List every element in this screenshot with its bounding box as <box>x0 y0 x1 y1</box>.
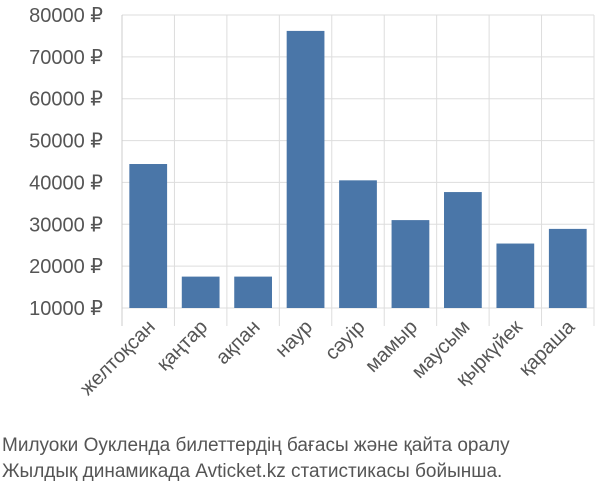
bar-ақпан <box>234 276 272 308</box>
x-tick-label: қараша <box>515 315 580 380</box>
y-tick-label: 80000 ₽ <box>29 5 103 27</box>
y-tick-label: 70000 ₽ <box>29 47 103 69</box>
chart-caption-line-2: Жылдық динамикада Avticket.kz статистика… <box>2 461 503 482</box>
x-tick-label: ақпан <box>212 316 265 369</box>
bar-мамыр <box>391 220 430 308</box>
bar-желтоқсан <box>129 164 168 308</box>
bars <box>129 30 587 309</box>
chart-caption-line-1: Милуоки Оукленда билеттердің бағасы және… <box>2 435 510 456</box>
bar-наур <box>286 30 325 309</box>
y-tick-label: 40000 ₽ <box>29 172 103 194</box>
bar-сәуір <box>339 180 377 308</box>
y-tick-label: 30000 ₽ <box>29 214 103 236</box>
y-tick-label: 60000 ₽ <box>29 89 103 111</box>
bar-қаңтар <box>181 276 220 308</box>
x-tick-label: қаңтар <box>153 316 212 375</box>
y-tick-label: 50000 ₽ <box>29 131 103 153</box>
x-tick-label: сәуір <box>321 316 370 365</box>
grid-lines <box>121 14 595 326</box>
y-tick-label: 20000 ₽ <box>29 256 103 278</box>
bar-қараша <box>548 228 587 308</box>
x-tick-label: желтоқсан <box>76 316 160 400</box>
bar-маусым <box>444 192 482 308</box>
y-tick-labels: 10000 ₽ 20000 ₽ 30000 ₽ 40000 ₽ 50000 ₽ 60000… <box>29 5 103 320</box>
x-tick-label: наур <box>271 316 317 362</box>
y-tick-label: 10000 ₽ <box>29 298 103 320</box>
bar-қыркүйек <box>496 243 535 308</box>
bar-chart: 10000 ₽ 20000 ₽ 30000 ₽ 40000 ₽ 50000 ₽ 60000… <box>29 5 595 400</box>
